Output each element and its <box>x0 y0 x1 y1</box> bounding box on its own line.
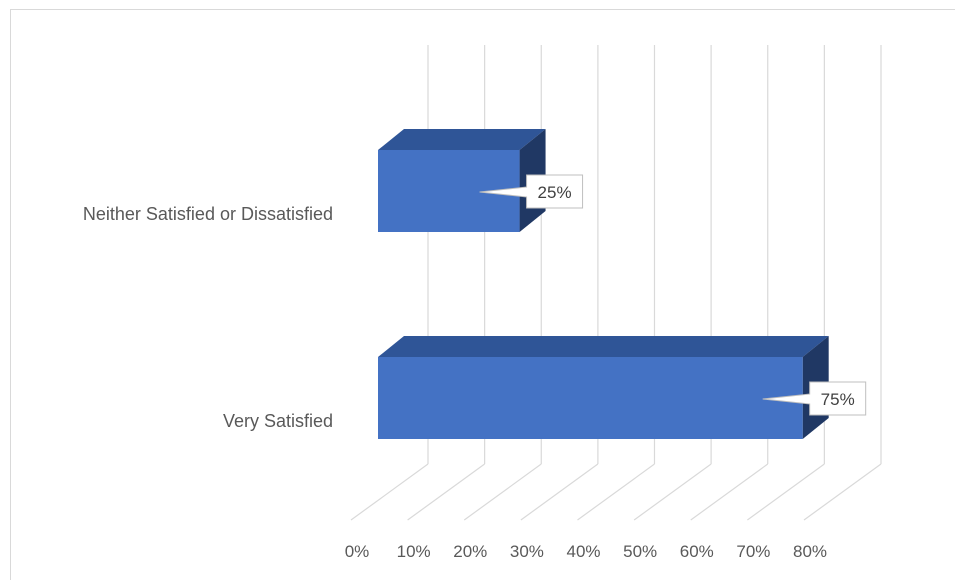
data-label: 75% <box>821 390 855 409</box>
floor-gridline <box>690 463 769 521</box>
bar-top-face <box>378 336 829 357</box>
x-tick-label: 80% <box>793 542 827 561</box>
data-label: 25% <box>538 183 572 202</box>
x-tick-label: 50% <box>623 542 657 561</box>
data-label-box <box>526 174 584 209</box>
category-label: Neither Satisfied or Dissatisfied <box>83 204 333 224</box>
floor-gridline <box>350 463 429 521</box>
chart-frame <box>10 9 955 580</box>
floor-gridline <box>747 463 825 521</box>
x-tick-label: 20% <box>453 542 487 561</box>
floor-gridline <box>520 463 599 521</box>
data-label-box <box>809 381 867 416</box>
category-label: Very Satisfied <box>223 411 333 431</box>
floor-gridline <box>407 463 485 521</box>
x-tick-label: 70% <box>736 542 770 561</box>
x-tick-label: 10% <box>397 542 431 561</box>
bar <box>378 357 803 439</box>
x-tick-label: 30% <box>510 542 544 561</box>
bar-top-face <box>378 129 546 150</box>
x-tick-label: 60% <box>680 542 714 561</box>
x-tick-label: 0% <box>345 542 370 561</box>
floor-gridline <box>463 463 542 521</box>
x-tick-label: 40% <box>566 542 600 561</box>
floor-gridline <box>577 463 655 521</box>
floor-gridline <box>803 463 882 521</box>
floor-gridline <box>633 463 712 521</box>
